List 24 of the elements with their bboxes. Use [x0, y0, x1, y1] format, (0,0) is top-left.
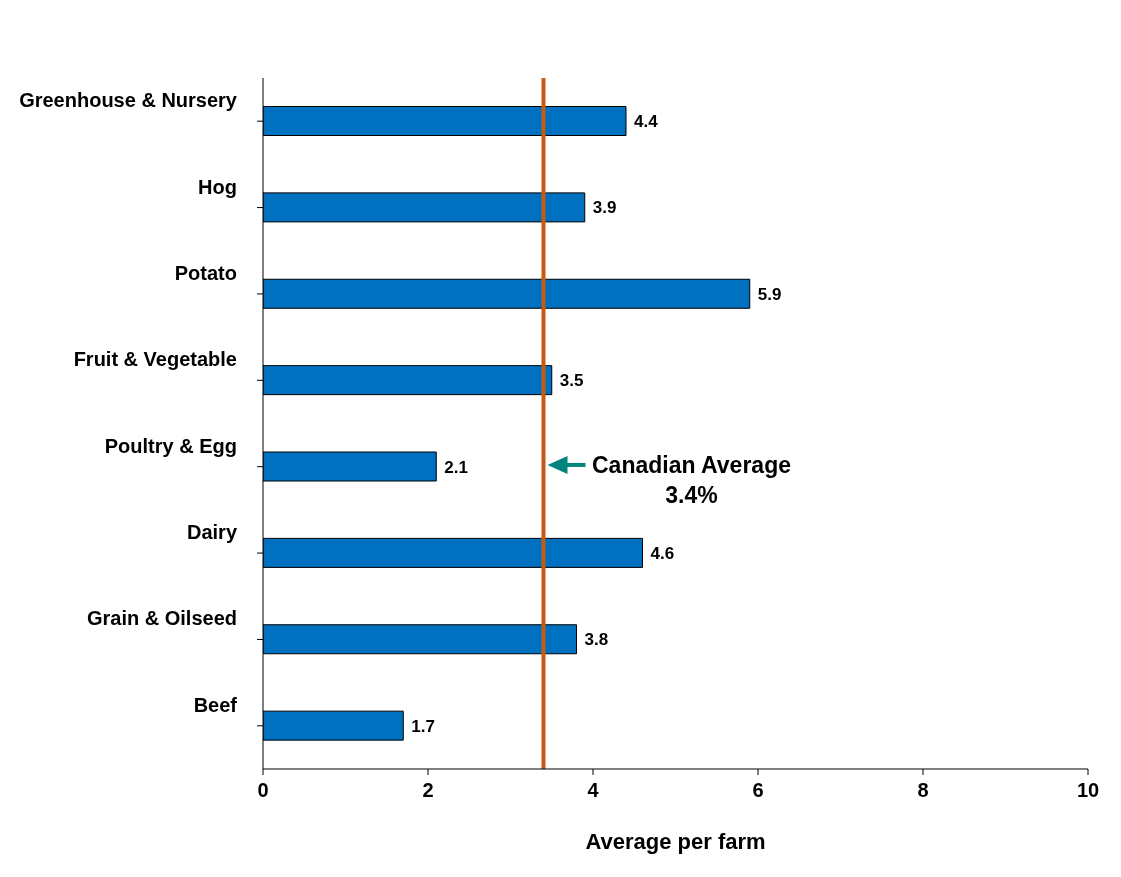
data-label: 4.4 [634, 112, 659, 132]
y-tick-label: Hog [198, 175, 237, 198]
data-label: 5.9 [757, 284, 782, 304]
y-tick-label: Dairy [186, 521, 238, 544]
data-label: 1.7 [411, 716, 435, 736]
x-tick-label: 6 [752, 779, 764, 802]
y-tick-label: Greenhouse & Nursery [19, 89, 238, 112]
y-tick-label: Poultry & Egg [104, 434, 237, 457]
x-tick-label: 4 [587, 779, 600, 802]
data-label: 3.8 [584, 630, 609, 650]
x-tick-label: 8 [917, 779, 929, 802]
ref-line-label: Canadian Average 3.4% [592, 451, 791, 508]
y-tick-label: Beef [193, 693, 238, 716]
x-tick-label: 0 [257, 779, 269, 802]
data-label: 4.6 [650, 543, 675, 563]
y-tick-label: Grain & Oilseed [86, 607, 237, 630]
y-tick-label: Fruit & Vegetable [73, 348, 237, 371]
data-label: 3.9 [592, 198, 617, 218]
y-tick-label: Potato [174, 261, 237, 284]
data-label: 3.5 [559, 371, 584, 391]
data-label: 2.1 [444, 457, 468, 477]
x-tick-label: 10 [1076, 779, 1100, 802]
x-tick-label: 2 [422, 779, 434, 802]
x-axis-title: Average per farm [585, 829, 766, 854]
